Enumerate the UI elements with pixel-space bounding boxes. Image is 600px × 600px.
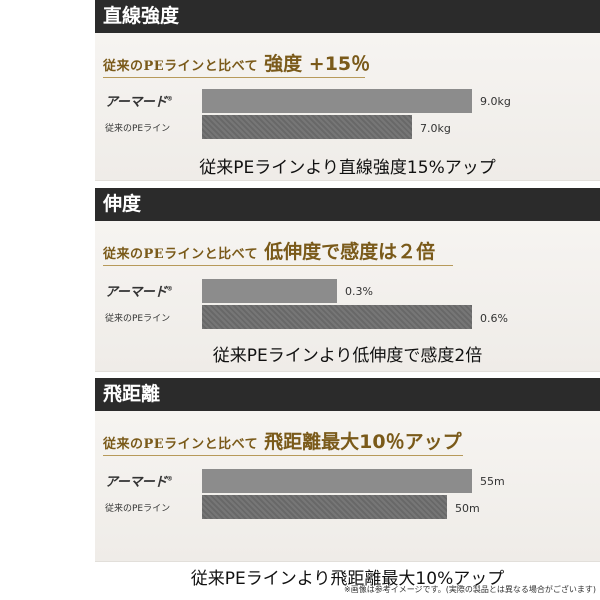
footnote: ※画像は参考イメージです。(実際の製品とは異なる場合がございます) — [344, 585, 596, 594]
distance-subtitle-highlight: 飛距離最大10％アップ — [264, 431, 462, 453]
elongation-section: 伸度 従来のPEラインと比べて 低伸度で感度は２倍 アーマード® 従来のPEライ… — [95, 188, 600, 373]
distance-subtitle-prefix: 従来のPEラインと比べて — [103, 437, 259, 452]
elongation-header: 伸度 — [95, 188, 600, 221]
bar-armored — [202, 279, 337, 303]
value-label-conventional: 0.6% — [480, 312, 508, 325]
strength-subtitle-highlight: 強度 +15％ — [264, 53, 371, 75]
category-label: 従来のPEライン — [105, 314, 171, 324]
bar-conventional — [202, 305, 472, 329]
bar-armored — [202, 89, 472, 113]
category-label: 従来のPEライン — [105, 504, 171, 514]
strength-header: 直線強度 — [95, 0, 600, 33]
value-label-conventional: 50m — [455, 502, 480, 515]
brand-label: アーマード® — [105, 285, 173, 300]
elongation-subtitle-prefix: 従来のPEラインと比べて — [103, 247, 259, 262]
elongation-subtitle: 従来のPEラインと比べて 低伸度で感度は２倍 — [103, 237, 435, 264]
bar-armored — [202, 469, 472, 493]
value-label-conventional: 7.0kg — [420, 122, 451, 135]
strength-subtitle: 従来のPEラインと比べて 強度 +15％ — [103, 49, 370, 76]
distance-section: 飛距離 従来のPEラインと比べて 飛距離最大10％アップ アーマード® 従来のP… — [95, 378, 600, 589]
distance-panel: 従来のPEラインと比べて 飛距離最大10％アップ アーマード® 従来のPEライン… — [95, 411, 600, 562]
elongation-subtitle-rule — [103, 265, 453, 266]
distance-header: 飛距離 — [95, 378, 600, 411]
bar-conventional — [202, 115, 412, 139]
elongation-panel: 従来のPEラインと比べて 低伸度で感度は２倍 アーマード® 従来のPEライン 0… — [95, 221, 600, 372]
strength-caption: 従来PEラインより直線強度15%アップ — [199, 158, 496, 178]
distance-subtitle: 従来のPEラインと比べて 飛距離最大10％アップ — [103, 427, 462, 454]
strength-subtitle-rule — [103, 77, 365, 78]
strength-panel: 従来のPEラインと比べて 強度 +15％ アーマード® 従来のPEライン 9.0… — [95, 33, 600, 181]
distance-subtitle-rule — [103, 455, 463, 456]
value-label-armored: 9.0kg — [480, 95, 511, 108]
value-label-armored: 55m — [480, 475, 505, 488]
category-label: 従来のPEライン — [105, 124, 171, 134]
strength-subtitle-prefix: 従来のPEラインと比べて — [103, 59, 259, 74]
elongation-subtitle-highlight: 低伸度で感度は２倍 — [264, 241, 436, 263]
brand-label: アーマード® — [105, 95, 173, 110]
distance-caption: 従来PEラインより飛距離最大10%アップ — [190, 569, 505, 589]
value-label-armored: 0.3% — [345, 285, 373, 298]
bar-conventional — [202, 495, 447, 519]
brand-label: アーマード® — [105, 475, 173, 490]
strength-section: 直線強度 従来のPEラインと比べて 強度 +15％ アーマード® 従来のPEライ… — [95, 0, 600, 181]
elongation-caption: 従来PEラインより低伸度で感度2倍 — [212, 346, 483, 366]
